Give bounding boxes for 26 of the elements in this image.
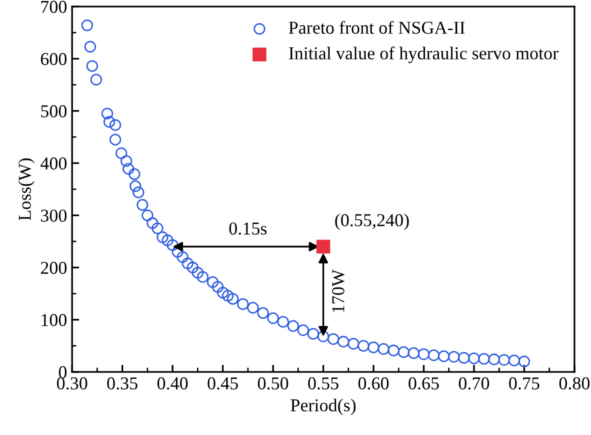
- x-tick-label: 0.60: [358, 377, 389, 390]
- x-tick-label: 0.50: [258, 377, 288, 390]
- annotation: (0.55,240): [335, 214, 409, 230]
- annotation: 170W: [332, 270, 344, 312]
- y-tick-label: 100: [42, 314, 67, 326]
- legend-label: Initial value of hydraulic servo motor: [288, 46, 558, 64]
- x-tick-label: 0.55: [308, 377, 338, 390]
- x-axis-title: Period(s): [290, 398, 356, 416]
- y-tick-label: 400: [40, 157, 67, 170]
- x-tick-label: 0.75: [509, 377, 540, 390]
- annotation: 0.15s: [229, 222, 267, 235]
- x-tick-label: 0.80: [559, 377, 590, 390]
- x-tick-label: 0.65: [408, 377, 439, 390]
- y-tick-label: 300: [41, 210, 67, 222]
- x-tick-label: 0.40: [157, 377, 188, 390]
- y-tick-label: 0: [58, 366, 67, 378]
- y-tick-label: 700: [41, 0, 67, 13]
- x-tick-label: 0.35: [107, 377, 138, 390]
- y-tick-label: 600: [40, 52, 67, 66]
- legend-label: Pareto front of NSGA-II: [288, 20, 465, 34]
- x-tick-label: 0.70: [458, 377, 490, 390]
- y-tick-label: 500: [41, 105, 67, 118]
- y-tick-label: 200: [40, 262, 67, 274]
- x-tick-label: 0.45: [208, 377, 238, 390]
- x-tick-label: 0.30: [56, 377, 88, 390]
- y-axis-title: Loss(W): [18, 158, 35, 220]
